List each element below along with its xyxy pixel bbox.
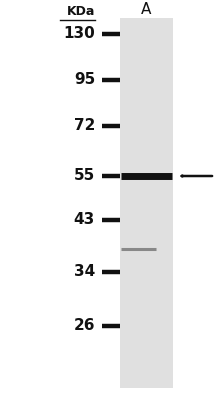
Text: 95: 95 (74, 72, 95, 88)
Text: 34: 34 (74, 264, 95, 280)
Bar (120, 18, 173, 388)
Text: 55: 55 (74, 168, 95, 184)
Text: 26: 26 (73, 318, 95, 334)
Text: A: A (141, 2, 151, 18)
Text: 43: 43 (74, 212, 95, 228)
Text: 130: 130 (63, 26, 95, 42)
Text: 72: 72 (74, 118, 95, 134)
Text: KDa: KDa (67, 5, 95, 18)
